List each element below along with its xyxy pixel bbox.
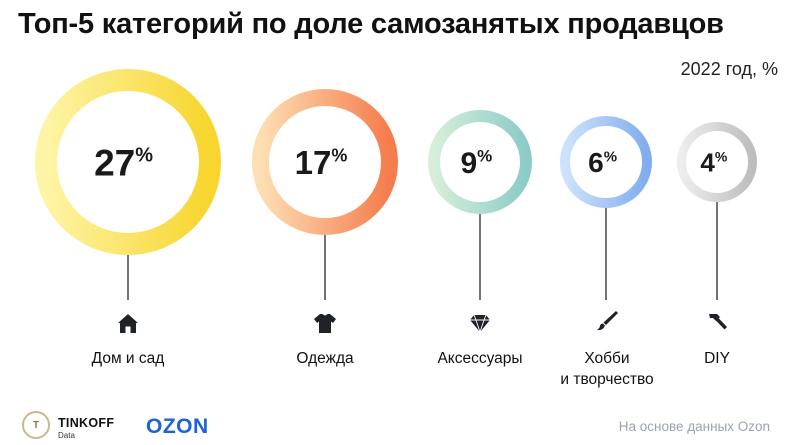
category-label-home: Дом и сад [91,350,165,367]
value-label: 9% [460,146,492,179]
ozon-logo: OZON [146,415,209,438]
category-label-diy: DIY [704,350,730,367]
bubble-ring [252,89,398,235]
bubble-ring [35,69,221,255]
bubble-ring [428,110,532,214]
bubble-ring [560,116,652,208]
bubble-ring [677,122,757,202]
category-label-hobby-line1: Хобби [584,350,630,367]
gem-icon [470,314,490,334]
tinkoff-logo: Т [22,411,50,439]
category-label-accessories: Аксессуары [437,350,523,367]
value-label: 27% [94,142,153,183]
brush-icon [597,311,618,331]
category-label-hobby-line2: и творчество [560,371,654,388]
tshirt-icon [314,314,336,333]
category-label-clothes: Одежда [296,350,354,367]
value-label: 17% [295,144,348,181]
chart-title: Топ-5 категорий по доле самозанятых прод… [18,8,724,40]
tinkoff-brand-sub: Data [58,431,75,440]
source-note: На основе данных Ozon [618,419,770,434]
category-label-hobby: Хобби и творчество [527,348,687,390]
value-label: 6% [588,147,617,178]
value-label: 4% [700,147,727,177]
house-icon [118,314,138,333]
tinkoff-brand: TINKOFF [58,416,115,430]
hammer-icon [709,314,727,330]
chart-subtitle: 2022 год, % [680,59,778,79]
